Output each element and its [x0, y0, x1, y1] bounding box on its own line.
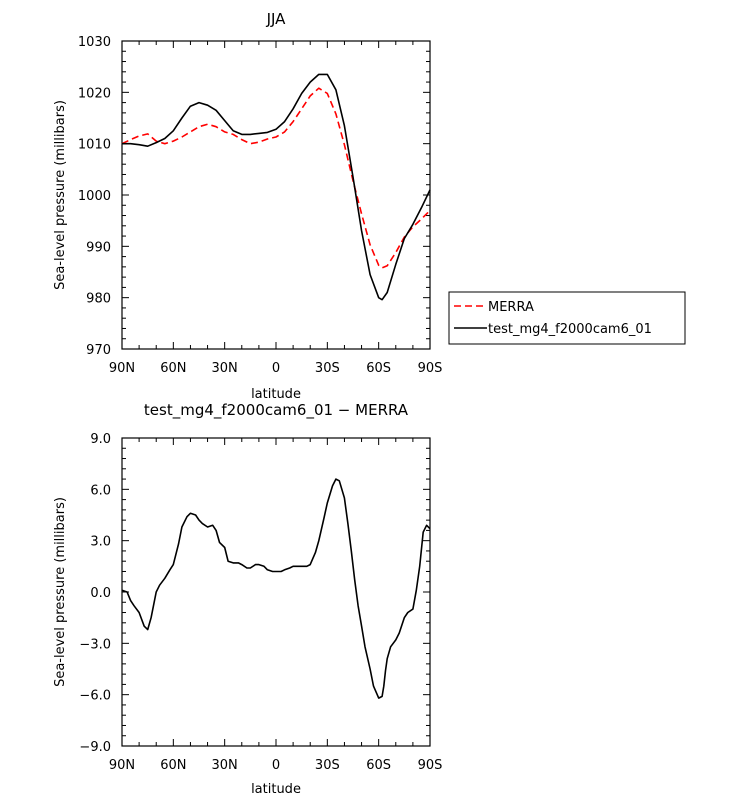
y-tick-label: −6.0 — [79, 689, 111, 704]
y-tick-label: 1020 — [78, 86, 111, 101]
y-tick-label: −3.0 — [79, 637, 111, 652]
legend-label: test_mg4_f2000cam6_01 — [488, 322, 652, 337]
x-tick-label: 60N — [160, 361, 186, 376]
x-tick-label: 60S — [366, 361, 391, 376]
x-tick-label: 90S — [418, 361, 443, 376]
y-tick-label: 1010 — [78, 138, 111, 153]
y-axis-label: Sea-level pressure (millibars) — [53, 100, 68, 290]
x-tick-label: 30N — [212, 361, 238, 376]
plot-frame — [121, 437, 431, 747]
y-tick-label: 980 — [86, 292, 111, 307]
y-tick-label: 1000 — [78, 189, 111, 204]
x-tick-label: 60N — [160, 758, 186, 773]
series-line-test-mg4-f2000cam6-01 — [122, 73, 431, 301]
x-tick-label: 60S — [366, 758, 391, 773]
y-tick-label: 1030 — [78, 35, 111, 50]
x-tick-label: 90N — [109, 758, 135, 773]
x-tick-label: 30S — [315, 758, 340, 773]
x-axis-label: latitude — [251, 782, 301, 797]
y-axis-label: Sea-level pressure (millibars) — [53, 497, 68, 687]
y-tick-label: 6.0 — [90, 483, 111, 498]
legend-label: MERRA — [488, 300, 534, 315]
y-tick-label: 970 — [86, 343, 111, 358]
series-line-merra — [121, 87, 431, 269]
y-tick-label: 0.0 — [90, 586, 111, 601]
x-tick-label: 30S — [315, 361, 340, 376]
series-line-0 — [121, 478, 431, 699]
x-tick-label: 90S — [418, 758, 443, 773]
y-tick-label: −9.0 — [79, 740, 111, 755]
y-tick-label: 3.0 — [90, 535, 111, 550]
x-tick-label: 30N — [212, 758, 238, 773]
x-tick-label: 0 — [272, 758, 280, 773]
x-axis-label: latitude — [251, 387, 301, 402]
y-tick-label: 990 — [86, 240, 111, 255]
legend-box — [448, 291, 686, 345]
chart-title: JJA — [266, 10, 287, 28]
x-tick-label: 0 — [272, 361, 280, 376]
x-tick-label: 90N — [109, 361, 135, 376]
chart-title: test_mg4_f2000cam6_01 − MERRA — [144, 401, 409, 420]
y-tick-label: 9.0 — [90, 432, 111, 447]
plot-frame — [121, 40, 431, 350]
